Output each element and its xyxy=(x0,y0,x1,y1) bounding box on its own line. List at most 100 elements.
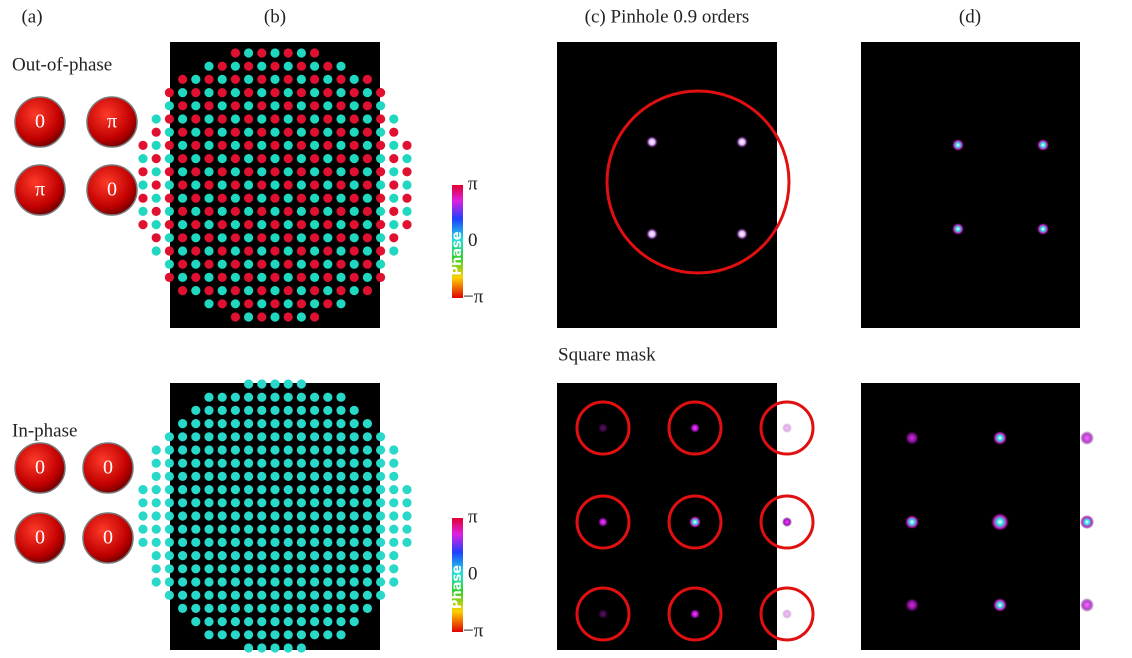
beam-spot xyxy=(323,233,332,242)
phase-value: 0 xyxy=(35,527,45,549)
beam-spot xyxy=(376,564,385,573)
beam-spot xyxy=(218,207,227,216)
beam-spot xyxy=(204,551,213,560)
colorbar-title: Phase xyxy=(450,231,465,275)
beam-spot xyxy=(191,498,200,507)
beam-spot xyxy=(350,154,359,163)
beam-spot xyxy=(350,511,359,520)
beam-spot xyxy=(191,260,200,269)
beam-spot xyxy=(204,299,213,308)
beam-spot xyxy=(310,101,319,110)
beam-spot xyxy=(310,511,319,520)
beam-spot xyxy=(191,459,200,468)
beam-spot xyxy=(257,564,266,573)
beam-spot xyxy=(231,128,240,137)
beam-spot xyxy=(218,233,227,242)
beam-spot xyxy=(350,432,359,441)
beam-spot xyxy=(165,459,174,468)
beam-spot xyxy=(178,233,187,242)
beam-spot xyxy=(152,551,161,560)
beam-spot xyxy=(270,630,279,639)
beam-spot xyxy=(270,564,279,573)
beam-spot xyxy=(231,459,240,468)
beam-spot xyxy=(376,194,385,203)
beam-spot xyxy=(218,577,227,586)
beam-spot xyxy=(297,286,306,295)
beam-spot xyxy=(284,286,293,295)
phase-value: 0 xyxy=(107,179,117,201)
beam-spot xyxy=(284,604,293,613)
beam-spot xyxy=(350,459,359,468)
beam-spot xyxy=(336,260,345,269)
beam-spot xyxy=(191,406,200,415)
beam-spot xyxy=(178,432,187,441)
diffraction-order xyxy=(782,423,792,433)
beam-spot xyxy=(178,207,187,216)
beam-spot xyxy=(336,167,345,176)
beam-spot xyxy=(323,273,332,282)
phase-value: 0 xyxy=(35,111,45,133)
beam-spot xyxy=(204,207,213,216)
beam-spot xyxy=(350,591,359,600)
beam-spot xyxy=(204,564,213,573)
beam-spot xyxy=(244,128,253,137)
row-label: In-phase xyxy=(12,420,77,441)
beam-spot xyxy=(284,141,293,150)
beam-spot xyxy=(178,538,187,547)
beam-spot xyxy=(336,551,345,560)
beam-spot xyxy=(257,485,266,494)
beam-spot xyxy=(138,194,147,203)
beam-spot xyxy=(350,445,359,454)
beam-spot xyxy=(310,75,319,84)
beam-spot xyxy=(270,591,279,600)
beam-spot xyxy=(310,577,319,586)
beam-spot xyxy=(350,577,359,586)
beam-spot xyxy=(310,617,319,626)
beam-spot xyxy=(257,167,266,176)
beam-spot xyxy=(310,564,319,573)
beam-spot xyxy=(323,62,332,71)
beam-spot xyxy=(270,406,279,415)
beam-spot xyxy=(310,432,319,441)
beam-spot xyxy=(178,419,187,428)
panel-label: (b) xyxy=(264,6,286,27)
beam-spot xyxy=(323,419,332,428)
beam-spot xyxy=(363,577,372,586)
beam-spot xyxy=(297,525,306,534)
beam-spot xyxy=(350,564,359,573)
beam-spot xyxy=(270,393,279,402)
beam-spot xyxy=(152,472,161,481)
beam-spot xyxy=(244,75,253,84)
beam-spot xyxy=(244,260,253,269)
beam-spot xyxy=(270,154,279,163)
beam-spot xyxy=(191,75,200,84)
beam-spot xyxy=(284,472,293,481)
beam-spot xyxy=(204,432,213,441)
beam-spot xyxy=(152,167,161,176)
beam-spot xyxy=(270,180,279,189)
beam-spot xyxy=(284,393,293,402)
beam-spot xyxy=(284,485,293,494)
beam-spot xyxy=(218,154,227,163)
beam-spot xyxy=(191,472,200,481)
beam-spot xyxy=(363,101,372,110)
beam-spot xyxy=(231,233,240,242)
beam-spot xyxy=(244,630,253,639)
beam-spot xyxy=(257,445,266,454)
beam-spot xyxy=(178,551,187,560)
beam-spot xyxy=(165,498,174,507)
beam-spot xyxy=(165,101,174,110)
beam-spot xyxy=(389,445,398,454)
beam-spot xyxy=(336,591,345,600)
beam-spot xyxy=(284,379,293,388)
beam-spot xyxy=(244,101,253,110)
beam-spot xyxy=(310,180,319,189)
beam-spot xyxy=(231,286,240,295)
beam-spot xyxy=(323,114,332,123)
beam-spot xyxy=(257,48,266,57)
beam-spot xyxy=(350,114,359,123)
beam-spot xyxy=(231,445,240,454)
beam-spot xyxy=(257,379,266,388)
beam-spot xyxy=(310,538,319,547)
beam-spot xyxy=(323,194,332,203)
